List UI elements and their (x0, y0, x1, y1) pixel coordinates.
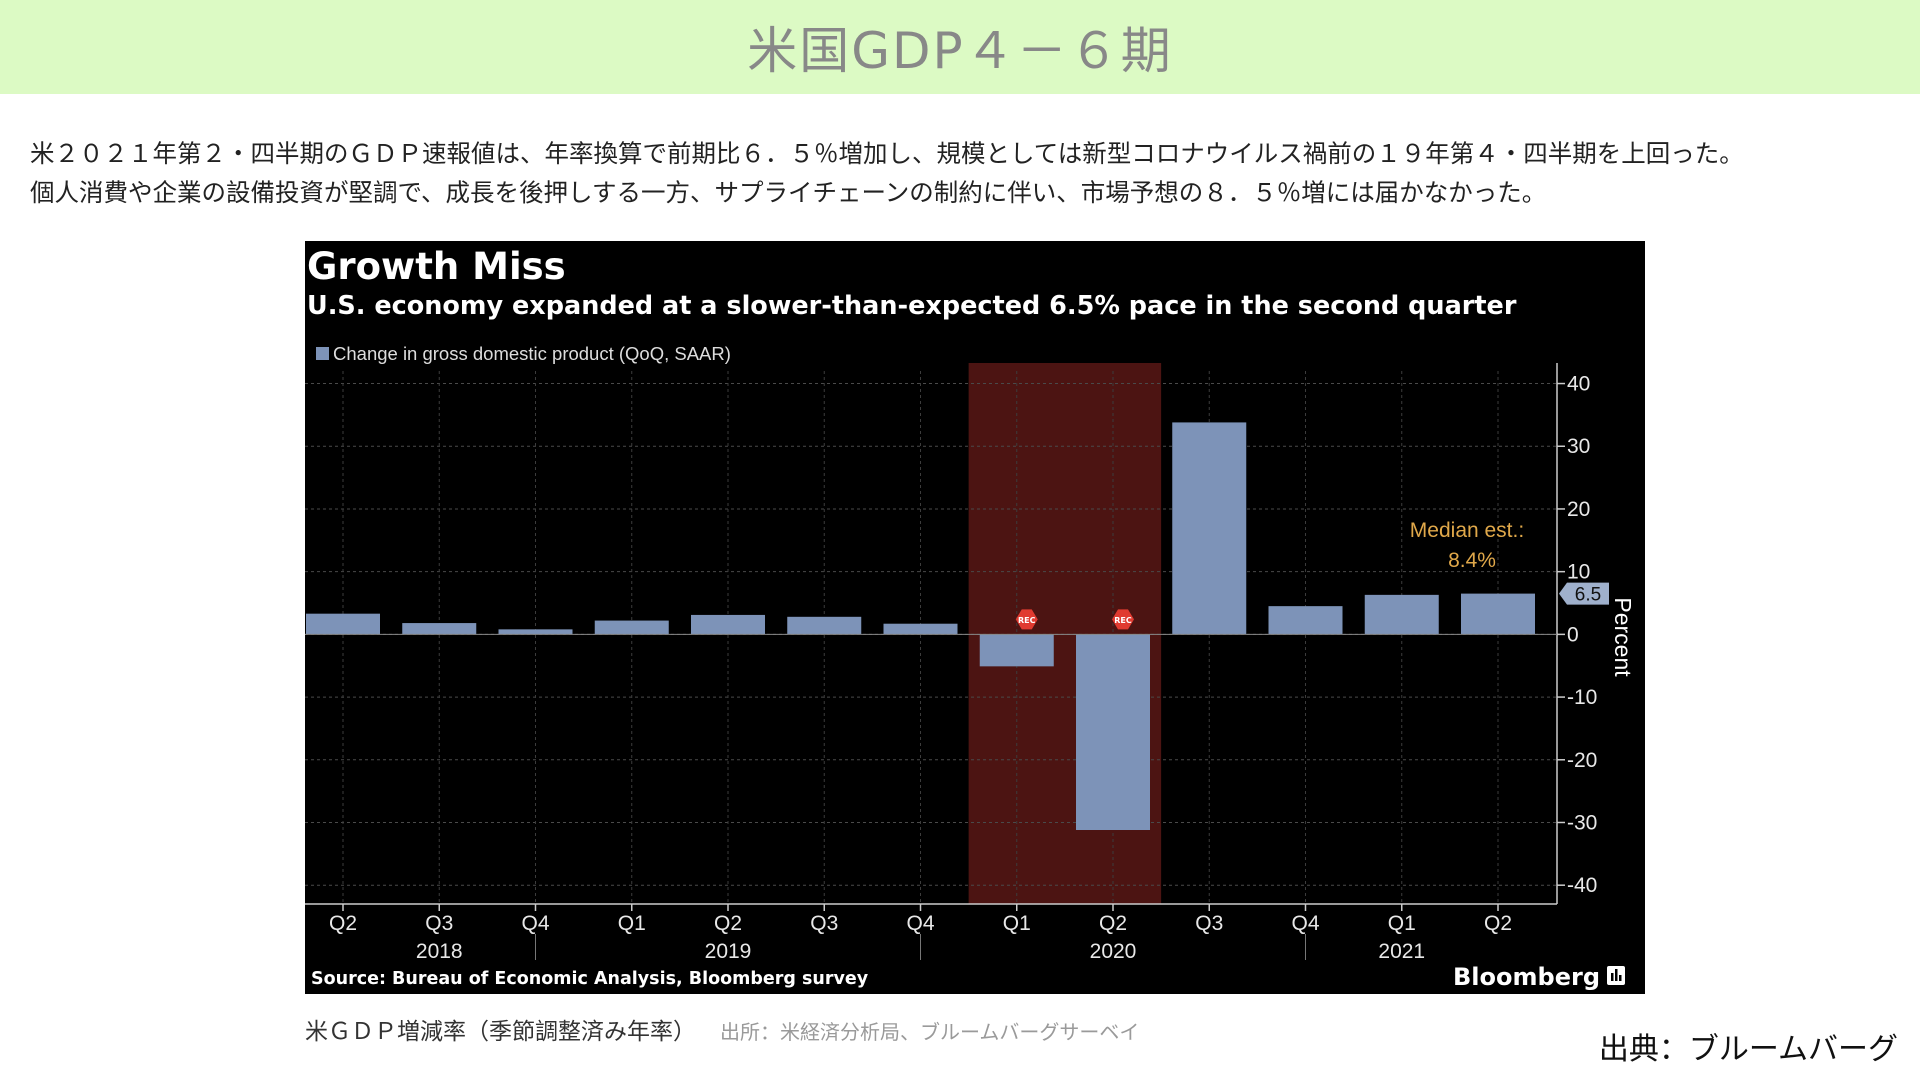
chart-source: Source: Bureau of Economic Analysis, Blo… (311, 969, 869, 989)
x-tick-label: Q1 (618, 912, 646, 935)
gdp-chart: Growth Miss U.S. economy expanded at a sl… (305, 241, 1645, 994)
page-title: 米国GDP４－６期 (747, 22, 1173, 80)
x-tick-label: Q3 (810, 912, 838, 935)
y-tick-label: 10 (1567, 561, 1590, 584)
brand-icon-bar (1619, 975, 1622, 981)
legend-swatch (316, 347, 329, 360)
bar-q4-2018 (498, 629, 573, 635)
x-tick-label: Q2 (714, 912, 742, 935)
caption-source: 出所：米経済分析局、ブルームバーグサーベイ (720, 1020, 1140, 1044)
y-tick-label: 20 (1567, 498, 1590, 521)
bar-q2-2021 (1461, 593, 1535, 635)
bar-q3-2018 (402, 623, 477, 635)
recession-marker (1015, 609, 1038, 630)
bar-q1-2019 (594, 620, 669, 635)
legend-label: Change in gross domestic product (QoQ, S… (333, 343, 731, 364)
bar-q2-2019 (691, 614, 765, 635)
bar-q3-2020 (1172, 422, 1247, 635)
intro-text: 米２０２１年第２・四半期のＧＤＰ速報値は、年率換算で前期比６．５％増加し、規模と… (30, 134, 1910, 212)
x-tick-label: Q3 (1195, 912, 1223, 935)
caption-main: 米ＧＤＰ増減率（季節調整済み年率） (305, 1019, 696, 1045)
x-tick-label: Q2 (329, 912, 357, 935)
x-tick-label: Q4 (906, 912, 934, 935)
y-tick-label: -30 (1567, 811, 1597, 834)
title-banner: 米国GDP４－６期 (0, 0, 1920, 94)
bar-q4-2019 (883, 623, 958, 635)
y-axis-title: Percent (1610, 597, 1636, 677)
median-estimate-value: 8.4% (1448, 549, 1496, 572)
brand-icon-bar (1611, 973, 1614, 981)
x-tick-label: Q4 (521, 912, 549, 935)
chart-caption: 米ＧＤＰ増減率（季節調整済み年率） 出所：米経済分析局、ブルームバーグサーベイ (305, 1012, 1139, 1046)
y-tick-label: -40 (1567, 874, 1597, 897)
last-value-label: 6.5 (1575, 585, 1601, 606)
recession-marker (1112, 609, 1134, 630)
y-tick-label: -10 (1567, 686, 1597, 709)
y-tick-label: 0 (1567, 623, 1579, 646)
bar-q1-2021 (1364, 594, 1439, 635)
last-value-tag (1559, 582, 1609, 605)
bar-q4-2020 (1268, 606, 1343, 635)
intro-line-1: 米２０２１年第２・四半期のＧＤＰ速報値は、年率換算で前期比６．５％増加し、規模と… (30, 139, 1744, 168)
intro-line-2: 個人消費や企業の設備投資が堅調で、成長を後押しする一方、サプライチェーンの制約に… (30, 178, 1547, 207)
x-year-label: 2020 (1090, 940, 1137, 963)
x-tick-label: Q1 (1388, 912, 1416, 935)
y-tick-label: -20 (1567, 749, 1597, 772)
recession-marker-label: REC (1114, 616, 1132, 625)
y-tick-label: 30 (1567, 435, 1590, 458)
x-tick-label: Q1 (1003, 912, 1031, 935)
x-tick-label: Q3 (425, 912, 453, 935)
brand-icon-bar (1615, 969, 1618, 981)
bar-q2-2018 (306, 613, 380, 635)
chart-subtitle: U.S. economy expanded at a slower-than-e… (307, 291, 1517, 321)
median-estimate-label: Median est.: (1410, 519, 1524, 542)
x-tick-label: Q2 (1099, 912, 1127, 935)
bar-q3-2019 (787, 616, 862, 635)
bar-q2-2020 (1076, 634, 1150, 831)
x-year-label: 2019 (705, 940, 752, 963)
bar-q1-2020 (979, 634, 1054, 667)
x-tick-label: Q2 (1484, 912, 1512, 935)
credit-text: 出典：ブルームバーグ (1598, 1032, 1898, 1067)
chart-title: Growth Miss (307, 245, 566, 288)
recession-marker-label: REC (1018, 616, 1036, 625)
x-year-label: 2018 (416, 940, 463, 963)
y-tick-label: 40 (1567, 373, 1590, 396)
x-year-label: 2021 (1378, 940, 1425, 963)
x-tick-label: Q4 (1291, 912, 1319, 935)
brand-name: Bloomberg (1453, 963, 1600, 991)
